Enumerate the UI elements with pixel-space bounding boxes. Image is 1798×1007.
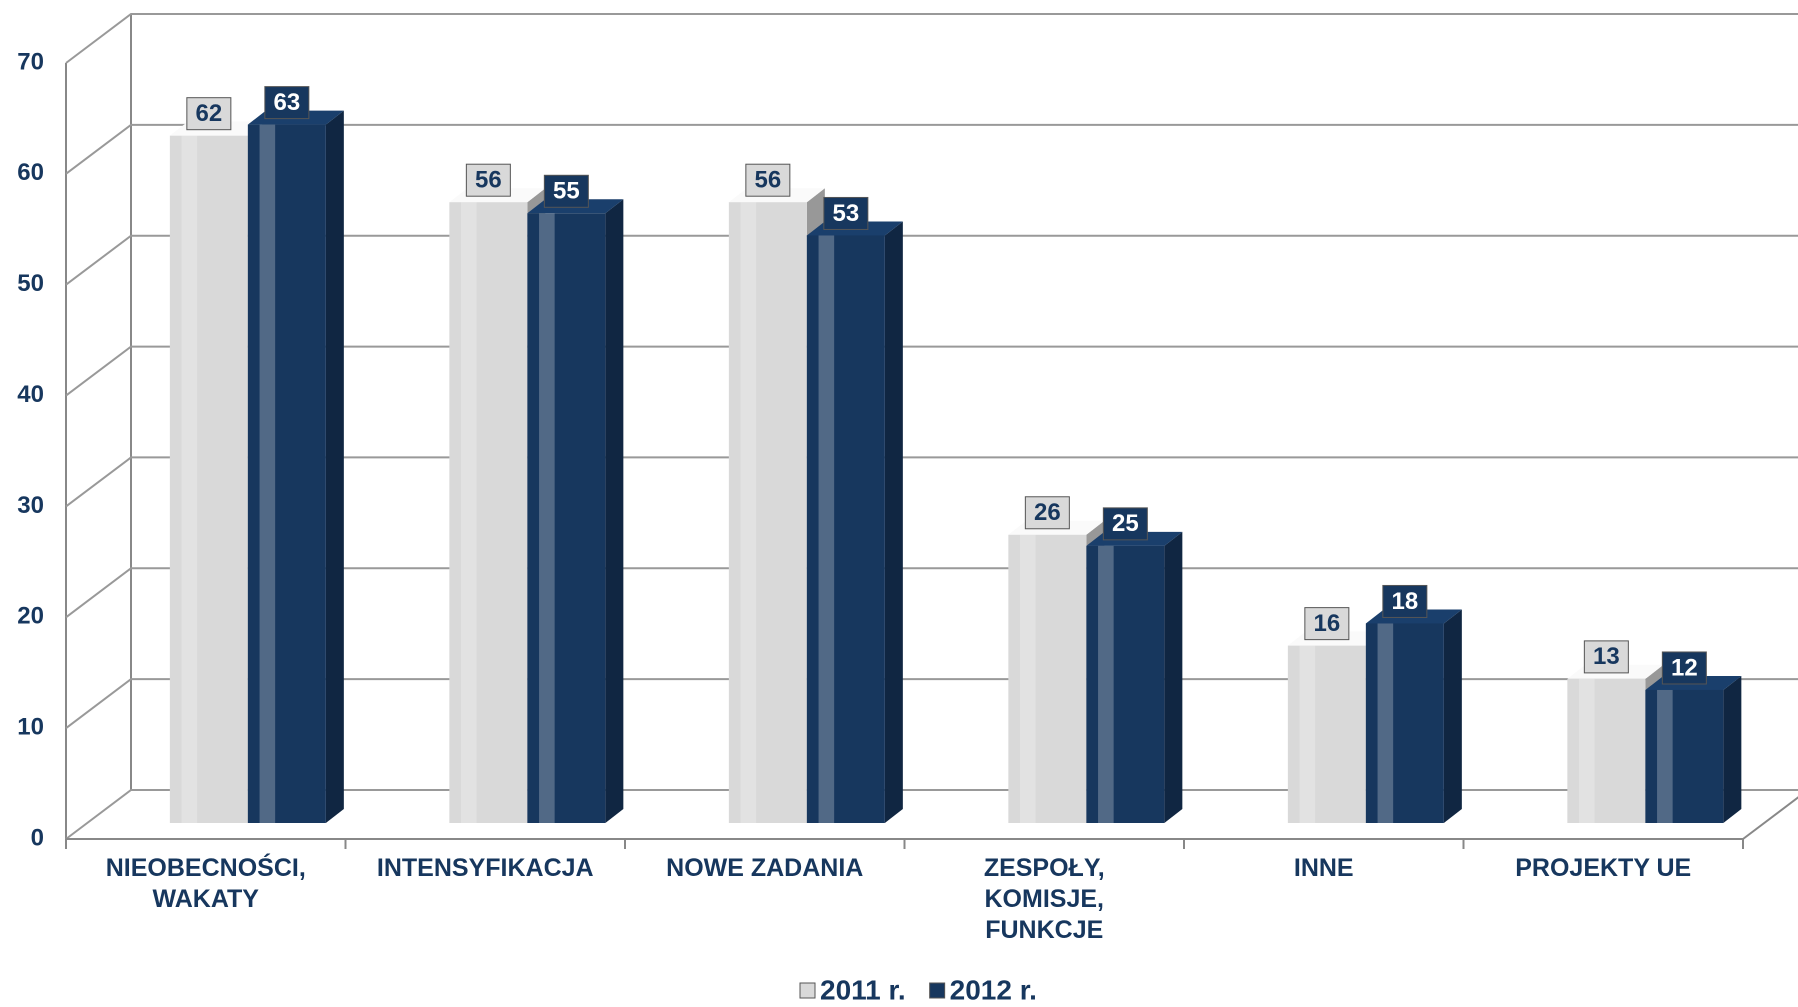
value-label: 26: [1034, 499, 1061, 526]
value-label-box: [1382, 584, 1428, 618]
x-tick-label: INNE: [1293, 854, 1354, 882]
bar-face: [1287, 645, 1366, 823]
x-tick-label: PROJEKTY UE: [1515, 854, 1692, 882]
bar-face: [1008, 534, 1087, 823]
bar-face: [181, 135, 198, 823]
value-label: 13: [1593, 643, 1620, 670]
y-tick-label: 60: [17, 159, 44, 186]
bar-face: [605, 199, 624, 824]
grid-line: [65, 13, 1798, 64]
bar-face: [1645, 689, 1724, 823]
axis: [1742, 796, 1798, 840]
y-tick-label: 40: [17, 381, 44, 408]
value-label: 55: [553, 178, 580, 205]
value-label-box: [465, 163, 511, 197]
legend-swatch: [929, 982, 946, 999]
grid-line: [65, 678, 1798, 729]
value-label-box: [543, 174, 589, 208]
value-label-box: [186, 97, 232, 131]
value-label-box: [1024, 496, 1070, 530]
y-tick-label: 70: [17, 48, 44, 75]
bar-face: [1567, 678, 1646, 823]
bar-face: [1020, 534, 1036, 823]
x-tick-label: INTENSYFIKACJA: [376, 854, 594, 882]
grid-line: [65, 456, 1798, 508]
x-tick-label: NOWE ZADANIA: [666, 854, 864, 882]
bar: [1086, 531, 1183, 823]
bar: [1645, 675, 1742, 823]
bar-face: [740, 202, 757, 823]
x-tick-label: ZESPOŁY, KOMISJE, FUNKCJE: [983, 854, 1105, 944]
y-tick-label: 50: [17, 270, 44, 297]
bar-face: [1579, 678, 1595, 823]
bar-face: [1086, 545, 1165, 823]
bar-face: [806, 235, 885, 823]
value-label: 12: [1671, 654, 1698, 681]
bar: [527, 199, 624, 824]
bar-face: [461, 202, 477, 823]
grid-line: [65, 123, 1798, 175]
grid-line: [65, 789, 1798, 840]
bar-face: [818, 235, 835, 823]
bar-face: [539, 213, 555, 824]
value-label-box: [1102, 507, 1148, 541]
bar-face: [728, 202, 807, 823]
bar-face: [1164, 531, 1183, 823]
bar-face: [527, 213, 606, 824]
bar: [247, 110, 344, 824]
bar-face: [247, 124, 326, 824]
y-tick-label: 0: [31, 824, 44, 851]
bar: [806, 221, 903, 823]
bar-face: [449, 202, 528, 823]
grid-line: [65, 345, 1798, 397]
value-label: 16: [1313, 610, 1340, 637]
value-label-box: [745, 163, 791, 197]
value-label: 62: [195, 100, 222, 127]
y-tick-label: 20: [17, 603, 44, 630]
value-label: 56: [754, 167, 781, 194]
value-label-box: [1583, 640, 1629, 674]
bar-face: [169, 135, 248, 823]
bar: [169, 121, 266, 823]
bar-face: [259, 124, 276, 824]
value-label: 18: [1391, 588, 1418, 615]
bar-face: [1365, 623, 1444, 823]
value-label: 53: [832, 200, 859, 227]
bar-face: [884, 221, 903, 823]
bar-face: [1723, 675, 1742, 823]
legend-label: 2012 r.: [950, 974, 1037, 1005]
value-label: 63: [273, 89, 300, 116]
grid-line: [65, 567, 1798, 619]
value-label-box: [1304, 607, 1350, 641]
legend-label: 2011 r.: [820, 974, 906, 1005]
bar-face: [1377, 623, 1394, 823]
value-label-box: [264, 86, 310, 120]
y-tick-label: 10: [17, 713, 44, 740]
bar-face: [1657, 689, 1673, 823]
x-tick-label: NIEOBECNOŚCI, WAKATY: [105, 854, 306, 913]
value-label: 56: [475, 167, 502, 194]
legend-swatch: [799, 982, 816, 999]
bar-face: [1443, 609, 1462, 823]
bar-face: [1098, 545, 1114, 823]
y-tick-label: 30: [17, 492, 44, 519]
grid-line: [65, 234, 1798, 286]
value-label-box: [823, 196, 869, 230]
bar-face: [325, 110, 344, 824]
value-label: 25: [1112, 510, 1139, 537]
bar: [1365, 609, 1462, 823]
bar-face: [1299, 645, 1316, 823]
value-label-box: [1661, 651, 1707, 685]
